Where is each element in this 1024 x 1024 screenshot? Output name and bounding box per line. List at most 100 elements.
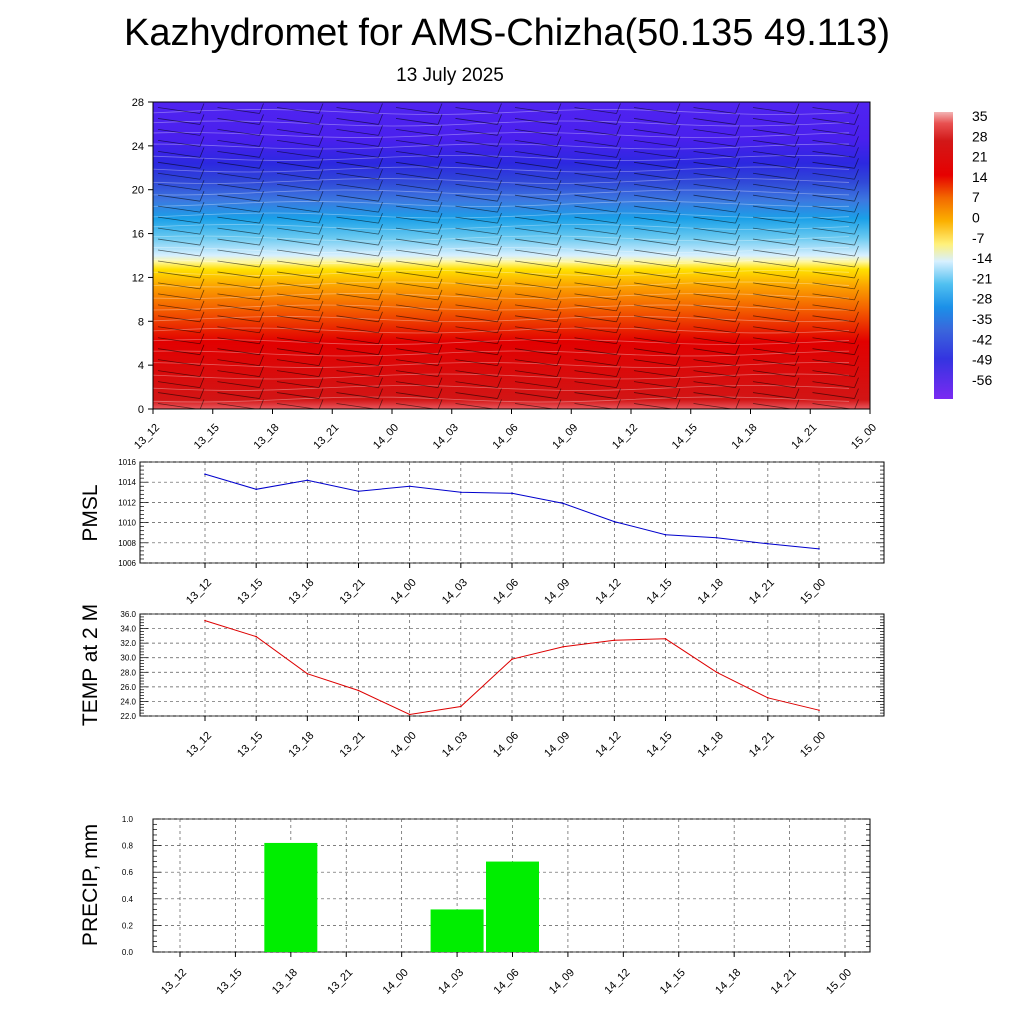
colorbar-label: 28 — [972, 128, 988, 144]
wind-barb — [217, 114, 264, 125]
wind-barb — [693, 158, 740, 169]
temp-point — [613, 639, 616, 642]
wind-barb — [157, 212, 205, 224]
wind-barb — [574, 191, 621, 202]
wind-barb — [157, 245, 205, 257]
wind-barb — [514, 103, 562, 114]
wind-barb — [514, 125, 562, 136]
wind-barb — [574, 103, 621, 114]
temp-x-tick-label: 14_21 — [747, 730, 777, 760]
wind-barb — [455, 191, 502, 202]
temp-y-tick-label: 30.0 — [120, 654, 136, 663]
pmsl-point — [715, 536, 718, 539]
wind-barb — [455, 169, 502, 180]
wind-barb — [514, 278, 562, 290]
wind-barb — [812, 289, 859, 301]
wind-barb — [276, 333, 324, 345]
pmsl-y-tick-label: 1008 — [118, 539, 136, 548]
wind-barb — [872, 323, 918, 333]
colorbar-label: -42 — [972, 331, 992, 347]
wind-barb — [574, 114, 621, 125]
wind-barb — [812, 388, 859, 399]
wind-barb — [336, 158, 383, 169]
wind-barb — [455, 212, 502, 224]
colorbar-label: -28 — [972, 291, 992, 307]
wind-barb — [217, 300, 264, 312]
wind-barb — [574, 289, 621, 301]
wind-barb — [157, 136, 205, 147]
wind-barb — [276, 202, 324, 213]
x-tick-label: 14_00 — [371, 422, 401, 452]
wind-barb — [574, 388, 621, 399]
wind-barb — [872, 213, 918, 223]
temp-x-tick-label: 13_21 — [338, 730, 368, 760]
wind-barb — [157, 114, 205, 125]
wind-barb — [693, 191, 740, 202]
precip-bar — [430, 909, 484, 952]
colorbar-label: -21 — [972, 270, 992, 286]
temp-x-tick-label: 14_03 — [440, 730, 470, 760]
wind-barb — [336, 223, 383, 235]
temp-point — [715, 671, 718, 674]
wind-barb — [633, 333, 681, 345]
wind-barb — [217, 245, 264, 257]
wind-barb — [217, 212, 264, 224]
wind-barb — [336, 311, 383, 323]
wind-barb — [633, 311, 681, 323]
precip-x-tick-label: 14_15 — [658, 967, 688, 997]
temp-y-tick-label: 22.0 — [120, 712, 136, 721]
y-tick-label: 24 — [132, 141, 144, 153]
wind-barb — [395, 245, 443, 257]
wind-barb — [812, 278, 859, 290]
wind-barb — [812, 267, 859, 279]
wind-barb — [395, 311, 443, 323]
wind-barb — [157, 388, 205, 399]
wind-barb — [633, 245, 681, 257]
temp-x-tick-label: 14_00 — [389, 730, 419, 760]
precip-y-tick-label: 1.0 — [122, 815, 134, 824]
wind-barb — [395, 147, 443, 158]
wind-barb — [217, 147, 264, 158]
wind-barb — [872, 257, 918, 267]
colorbar-label: -49 — [972, 352, 992, 368]
wind-barb — [157, 202, 205, 213]
wind-barb — [395, 267, 443, 279]
wind-barb — [395, 223, 443, 235]
pmsl-x-tick-label: 14_21 — [747, 577, 777, 607]
wind-barb — [693, 147, 740, 158]
wind-barb — [455, 300, 502, 312]
pmsl-point — [511, 492, 513, 495]
temp-x-tick-label: 13_18 — [286, 730, 316, 760]
wind-barb — [276, 289, 324, 301]
x-tick-label: 13_21 — [311, 422, 341, 452]
contour-line — [153, 109, 850, 115]
wind-barb — [752, 388, 800, 399]
wind-barb — [633, 212, 681, 224]
wind-barb — [574, 180, 621, 191]
pmsl-y-tick-label: 1014 — [118, 478, 136, 487]
wind-barb — [276, 158, 324, 169]
wind-barb — [574, 234, 621, 246]
wind-barb — [812, 355, 859, 367]
x-tick-label: 14_18 — [730, 422, 760, 452]
wind-barb — [455, 278, 502, 290]
wind-barb — [812, 169, 859, 180]
wind-barb — [693, 223, 740, 235]
wind-barb — [336, 344, 383, 356]
wind-barb — [217, 223, 264, 235]
pmsl-series — [204, 473, 820, 550]
contour-line — [153, 212, 850, 219]
temp-point — [357, 689, 360, 692]
wind-barb — [514, 344, 562, 356]
temp-point — [306, 672, 309, 675]
wind-barb — [872, 169, 918, 179]
temp-series — [204, 619, 820, 716]
wind-barb — [574, 267, 621, 279]
temp-y-tick-label: 26.0 — [120, 683, 136, 692]
wind-barb — [633, 169, 681, 180]
wind-barb — [276, 212, 324, 224]
wind-barb — [514, 234, 562, 246]
contour-line — [153, 396, 850, 403]
wind-barb — [276, 234, 324, 246]
wind-barb — [872, 180, 918, 190]
